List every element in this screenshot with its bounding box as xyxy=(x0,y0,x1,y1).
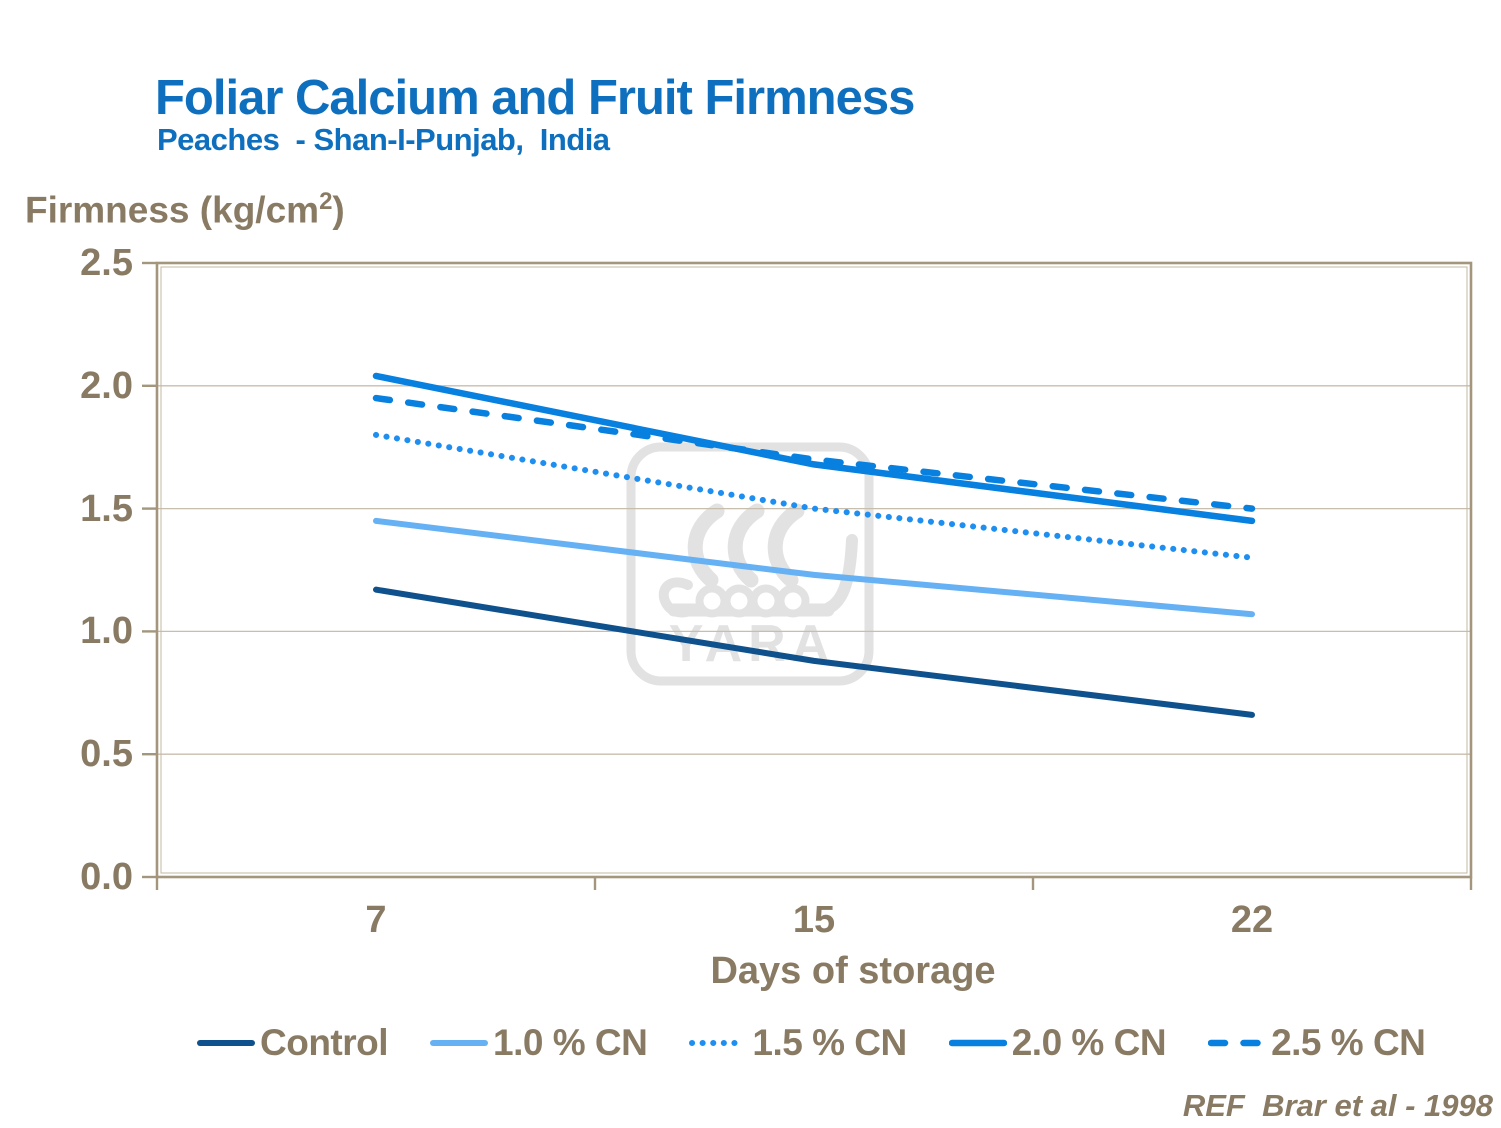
plot-border-inner xyxy=(160,266,1468,874)
page-subtitle: Peaches - Shan-I-Punjab, India xyxy=(157,122,610,157)
legend-item-control: Control xyxy=(197,1022,389,1064)
y-tick-label: 0.0 xyxy=(80,856,133,898)
legend-line-sample-1-5-cn xyxy=(689,1040,748,1046)
legend-item-1-5-cn: 1.5 % CN xyxy=(689,1022,907,1064)
legend-label-1-5-cn: 1.5 % CN xyxy=(752,1022,907,1063)
y-axis-title-close: ) xyxy=(332,189,345,231)
legend-line-sample-control xyxy=(197,1040,255,1046)
legend-item-2-0-cn: 2.0 % CN xyxy=(948,1022,1167,1064)
y-axis-title-superscript: 2 xyxy=(319,188,333,215)
legend-label-control: Control xyxy=(260,1022,389,1063)
series-line-control xyxy=(373,586,1255,718)
legend-label-2-5-cn: 2.5 % CN xyxy=(1271,1022,1426,1063)
legend-item-2-5-cn: 2.5 % CN xyxy=(1208,1022,1426,1064)
series-line-1-5-cn xyxy=(373,431,1255,561)
series-line-2-5-cn xyxy=(372,394,1256,512)
y-tick-label: 2.0 xyxy=(80,364,133,407)
page-title: Foliar Calcium and Fruit Firmness xyxy=(155,71,915,125)
plot-border xyxy=(155,261,1473,879)
legend-line-sample-2-0-cn xyxy=(948,1039,1007,1047)
series-line-2-0-cn xyxy=(372,372,1256,525)
x-axis-title: Days of storage xyxy=(710,950,996,992)
legend-label-1-0-cn: 1.0 % CN xyxy=(493,1022,648,1063)
y-tick-label: 2.5 xyxy=(80,242,133,284)
y-tick-label: 1.5 xyxy=(80,487,133,530)
legend-item-1-0-cn: 1.0 % CN xyxy=(430,1022,648,1064)
y-axis-title: Firmness (kg/cm2) xyxy=(25,188,345,231)
legend-label-2-0-cn: 2.0 % CN xyxy=(1011,1022,1167,1063)
series-line-1-0-cn xyxy=(373,517,1255,618)
y-tick-label: 1.0 xyxy=(80,610,133,653)
x-tick-label: 22 xyxy=(1230,899,1274,941)
yara-watermark-logo: YARA xyxy=(626,442,874,686)
y-axis-title-text: Firmness (kg/cm xyxy=(25,189,320,231)
legend-line-sample-2-5-cn xyxy=(1208,1039,1267,1047)
chart-legend: Control 1.0 % CN 1.5 % CN 2.0 % CN 2.5 % CN xyxy=(197,1022,1426,1064)
reference-text: REF Brar et al - 1998 xyxy=(1182,1088,1493,1123)
y-tick-label: 0.5 xyxy=(80,733,133,776)
x-tick-label: 7 xyxy=(365,899,387,941)
x-tick-label: 15 xyxy=(792,899,836,941)
legend-line-sample-1-0-cn xyxy=(430,1040,489,1046)
